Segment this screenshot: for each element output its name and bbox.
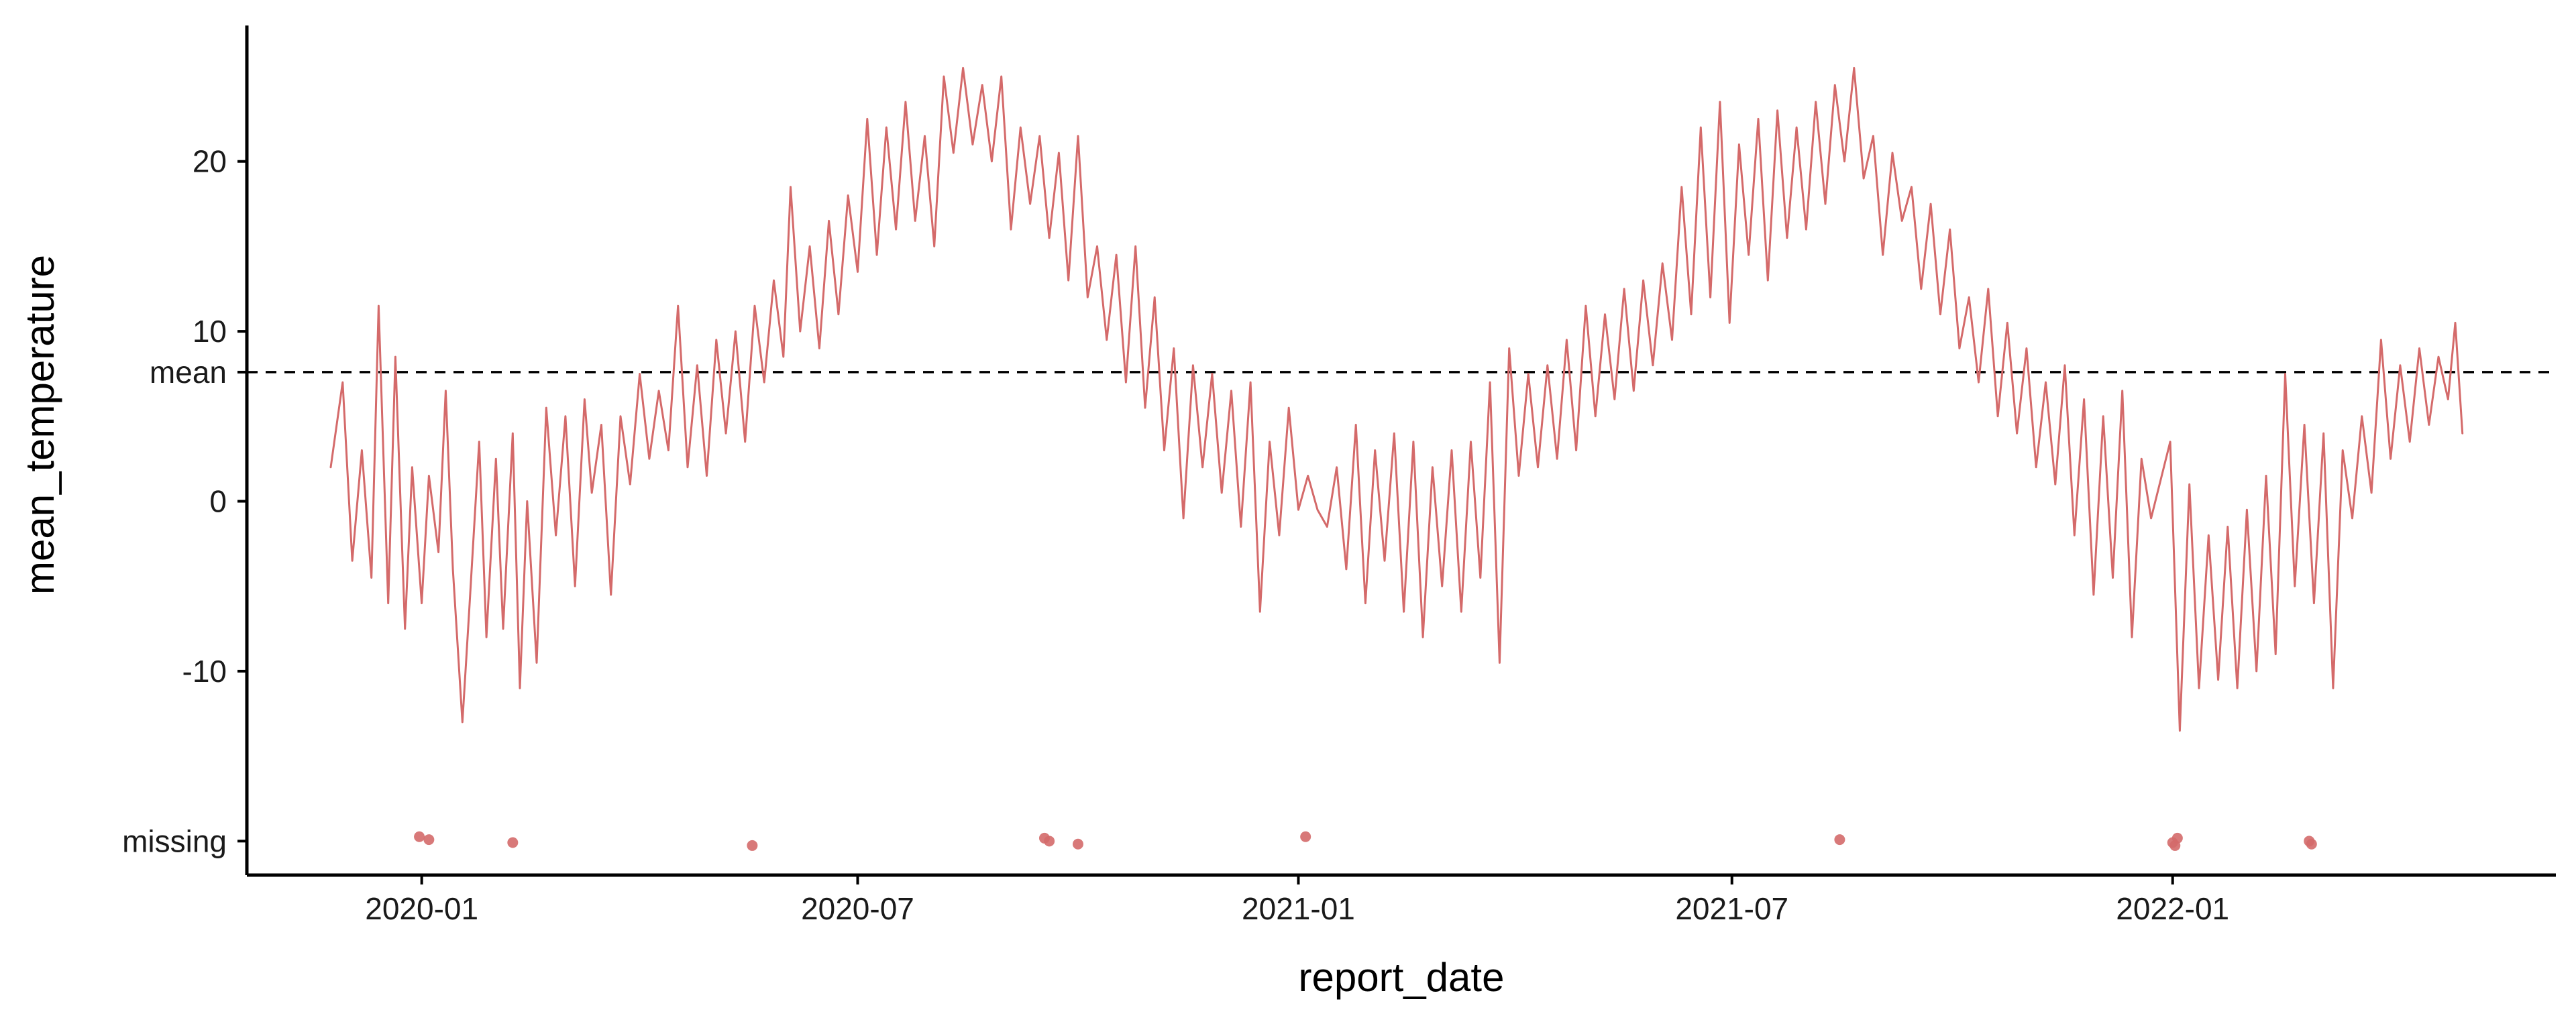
x-tick-2021-01-label: 2021-01 [1242,891,1355,926]
y-tick-10-label: 10 [193,314,227,349]
missing-point [1834,834,1845,846]
y-axis-ticks: -10 0 10 20 mean missing [122,144,247,858]
y-tick-0-label: 0 [209,484,227,519]
x-tick-2022-01-label: 2022-01 [2116,891,2229,926]
temperature-series-line [329,66,2464,732]
y-tick-mean-label: mean [150,355,227,390]
y-tick-20-label: 20 [193,144,227,179]
missing-point [414,831,425,842]
missing-value-points [414,831,2317,851]
y-tick-missing-label: missing [122,823,227,858]
missing-point [1072,838,1083,850]
y-axis-title: mean_temperature [17,255,62,595]
missing-point [507,837,519,848]
x-tick-2021-07-label: 2021-07 [1675,891,1788,926]
x-tick-2020-01-label: 2020-01 [365,891,478,926]
x-tick-2020-07-label: 2020-07 [801,891,914,926]
missing-point [423,834,435,846]
x-axis-ticks: 2020-01 2020-07 2021-01 2021-07 2022-01 [365,875,2229,926]
missing-point [1300,831,1311,842]
missing-point [1044,836,1055,847]
missing-point [747,840,758,851]
y-tick-neg10-label: -10 [182,654,227,689]
missing-point [2171,832,2183,844]
x-axis-title: report_date [1299,955,1505,1000]
missing-point [2306,838,2317,850]
